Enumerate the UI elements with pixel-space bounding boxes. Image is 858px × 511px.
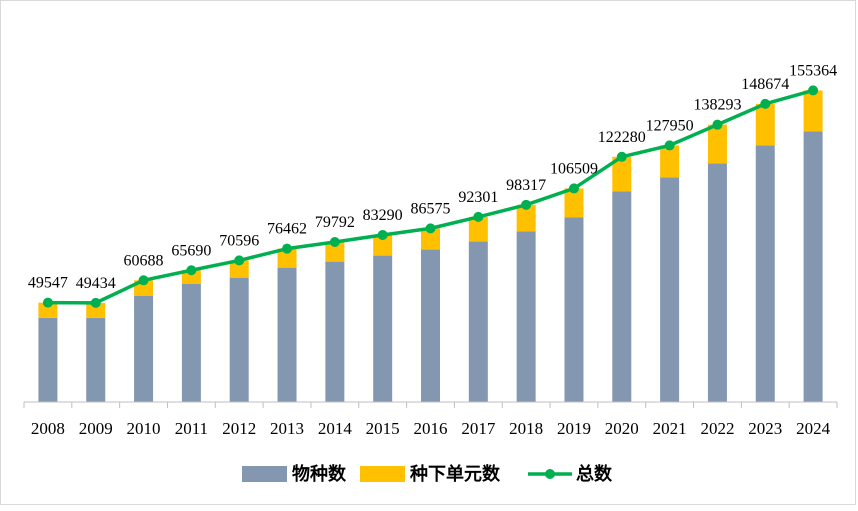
bar-infraspecific-2022 <box>707 124 727 164</box>
legend-label-infraspecific: 种下单元数 <box>409 463 501 485</box>
total-point-2016 <box>425 223 436 234</box>
bar-species-2018 <box>516 231 536 402</box>
data-label: 122280 <box>598 129 646 146</box>
data-label: 49434 <box>76 275 116 292</box>
bar-infraspecific-2019 <box>564 188 584 218</box>
x-tick-label: 2008 <box>31 419 65 438</box>
data-label: 148674 <box>741 76 789 93</box>
x-tick-label: 2018 <box>509 419 543 438</box>
total-point-2017 <box>473 211 484 222</box>
data-label: 86575 <box>411 200 451 217</box>
data-label: 70596 <box>219 232 259 249</box>
bar-species-2010 <box>134 295 154 402</box>
data-label: 98317 <box>506 177 546 194</box>
x-tick-labels-layer: 2008 2009 2010 2011 2012 2013 2014 2015 2016 2017… <box>31 419 831 438</box>
bar-species-2016 <box>421 249 440 402</box>
bar-species-2014 <box>325 261 345 402</box>
x-tick-label: 2009 <box>79 419 113 438</box>
bar-infraspecific-2023 <box>755 103 775 146</box>
data-label: 155364 <box>789 62 837 79</box>
bar-species-2008 <box>38 317 58 402</box>
data-label: 79792 <box>315 214 355 231</box>
x-tick-label: 2022 <box>700 419 734 438</box>
bar-infraspecific-2015 <box>373 234 393 256</box>
x-tick-label: 2016 <box>414 419 448 438</box>
total-point-2010 <box>138 275 149 286</box>
bar-infraspecific-2013 <box>277 248 297 268</box>
total-point-2022 <box>712 119 723 130</box>
x-tick-label: 2014 <box>318 419 353 438</box>
data-label: 106509 <box>550 160 598 177</box>
x-tick-label: 2015 <box>366 419 400 438</box>
total-point-2009 <box>90 297 101 308</box>
legend-swatch-infraspecific <box>360 466 405 482</box>
bar-infraspecific-2021 <box>660 145 680 178</box>
x-tick-label: 2020 <box>605 419 639 438</box>
total-point-2019 <box>568 183 579 194</box>
legend: 物种数 种下单元数 总数 <box>242 463 613 485</box>
data-label: 92301 <box>458 189 498 206</box>
x-tick-label: 2017 <box>461 419 496 438</box>
bar-infraspecific-2011 <box>181 270 201 284</box>
bar-infraspecific-2009 <box>86 302 106 318</box>
x-tick-label: 2011 <box>175 419 208 438</box>
bar-infraspecific-2016 <box>421 228 440 250</box>
bar-infraspecific-2017 <box>468 216 488 242</box>
total-point-2021 <box>664 140 675 151</box>
bar-infraspecific-2024 <box>803 90 823 132</box>
legend-label-total: 总数 <box>576 463 613 485</box>
x-tick-label: 2012 <box>222 419 256 438</box>
total-point-2008 <box>42 297 53 308</box>
data-label: 76462 <box>267 221 307 238</box>
total-point-2023 <box>760 98 771 109</box>
x-tick-label: 2021 <box>653 419 687 438</box>
bar-infraspecific-2020 <box>612 156 632 192</box>
total-point-2012 <box>234 255 245 266</box>
bar-species-2011 <box>181 283 201 402</box>
bar-infraspecific-2008 <box>38 302 58 318</box>
bar-species-2023 <box>755 145 775 402</box>
x-tick-label: 2013 <box>270 419 304 438</box>
total-point-2024 <box>808 85 819 96</box>
bar-species-2024 <box>803 131 823 402</box>
data-label: 60688 <box>124 252 164 269</box>
total-point-2020 <box>616 151 627 162</box>
data-label: 83290 <box>363 207 403 224</box>
total-point-2015 <box>377 229 388 240</box>
total-line-layer <box>42 85 819 308</box>
bar-species-2017 <box>468 241 488 402</box>
data-label: 127950 <box>646 117 694 134</box>
total-point-2018 <box>521 199 532 210</box>
x-tick-label: 2023 <box>748 419 782 438</box>
bar-species-2009 <box>86 317 106 402</box>
total-point-2011 <box>186 265 197 276</box>
bars-layer <box>38 90 823 402</box>
data-label: 49547 <box>28 275 68 292</box>
bar-species-2015 <box>373 255 393 402</box>
bar-species-2020 <box>612 191 632 402</box>
x-tick-label: 2024 <box>796 419 831 438</box>
data-label: 65690 <box>171 242 211 259</box>
x-ticks-layer <box>23 402 838 408</box>
bar-infraspecific-2018 <box>516 204 536 232</box>
bar-species-2013 <box>277 267 297 402</box>
legend-swatch-species <box>242 466 287 482</box>
total-point-2014 <box>329 236 340 247</box>
bar-species-2012 <box>229 277 249 402</box>
bar-infraspecific-2012 <box>229 260 249 278</box>
bar-species-2019 <box>564 217 584 402</box>
data-labels-layer: 49547 49434 60688 65690 70596 76462 79792 83290… <box>28 62 837 291</box>
data-label: 138293 <box>693 97 741 114</box>
x-tick-label: 2019 <box>557 419 591 438</box>
x-tick-label: 2010 <box>127 419 161 438</box>
legend-label-species: 物种数 <box>292 463 347 485</box>
bar-infraspecific-2014 <box>325 241 345 262</box>
bar-species-2022 <box>707 163 727 402</box>
total-point-2013 <box>282 243 293 254</box>
bar-species-2021 <box>660 177 680 402</box>
legend-swatch-total-marker <box>545 469 555 479</box>
